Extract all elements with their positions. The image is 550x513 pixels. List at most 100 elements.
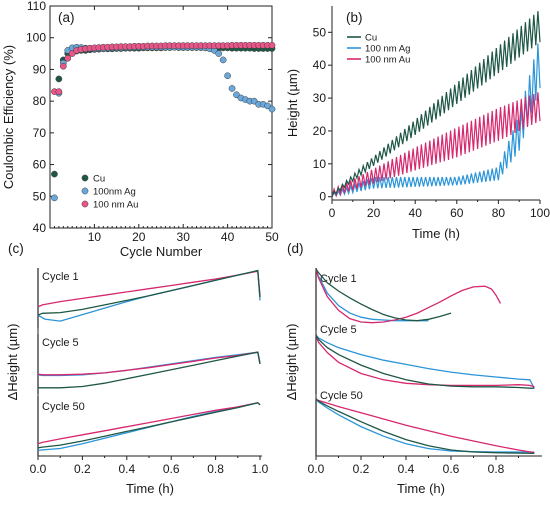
- legend-marker: [81, 174, 89, 182]
- legend-entry: 100 nm Au: [93, 200, 138, 211]
- y-tick-label: 90: [33, 62, 47, 76]
- x-tick-label: 60: [450, 206, 464, 220]
- panel-a-frame: [49, 5, 273, 229]
- x-tick-label: 10: [88, 230, 102, 244]
- panel-a: 40 50 60 70 80 90 100 110 10 20 30 40 50 Cycle Number…: [1, 0, 279, 259]
- y-tick-label: 40: [33, 221, 47, 235]
- y-tick-label: 10: [313, 157, 327, 171]
- series-line: [315, 398, 535, 455]
- x-tick-label: 1.0: [252, 462, 269, 476]
- data-point: [51, 194, 58, 202]
- series-line: [315, 268, 502, 324]
- y-tick-label: 60: [33, 158, 47, 172]
- legend-entry: Cu: [93, 174, 105, 185]
- legend-entry: 100nm Ag: [93, 187, 136, 198]
- series-line: [315, 268, 452, 322]
- y-tick-label: 70: [33, 126, 47, 140]
- subplot: Cycle 5: [315, 324, 535, 394]
- x-tick-label: 20: [367, 206, 381, 220]
- y-tick-label: 100: [26, 31, 46, 45]
- cycle-label: Cycle 5: [320, 324, 357, 336]
- panel-label: (c): [8, 241, 24, 256]
- cycle-label: Cycle 5: [42, 337, 79, 349]
- x-tick-label: 0: [329, 206, 336, 220]
- series-line: [37, 269, 261, 316]
- series-line: [331, 43, 541, 198]
- data-point: [268, 105, 276, 113]
- y-axis-title: ΔHeight (µm): [5, 324, 20, 401]
- x-tick-label: 0.0: [30, 462, 47, 476]
- data-point: [219, 56, 227, 64]
- subplot: Cycle 5: [37, 334, 261, 394]
- series-line: [315, 334, 535, 389]
- series-line: [315, 334, 535, 389]
- panel-label: (d): [287, 241, 304, 256]
- series-line: [38, 351, 261, 389]
- y-tick-label: 30: [313, 91, 327, 105]
- y-axis-title: Coulombic Efficiency (%): [1, 45, 16, 189]
- x-tick-label: 0.0: [308, 462, 325, 476]
- series-line: [37, 351, 261, 377]
- series-line: [331, 11, 541, 197]
- x-axis-title: Time (h): [412, 226, 460, 241]
- data-point: [224, 72, 231, 80]
- y-axis-title: ΔHeight (µm): [284, 324, 299, 401]
- x-axis-title: Cycle Number: [120, 244, 203, 259]
- series-line: [315, 334, 535, 388]
- data-point: [55, 75, 63, 83]
- x-tick-label: 0.6: [163, 462, 180, 476]
- data-point: [59, 62, 67, 70]
- y-tick-label: 80: [33, 94, 47, 108]
- x-tick-label: 50: [265, 230, 279, 244]
- cycle-label: Cycle 50: [42, 401, 85, 413]
- data-point: [51, 170, 58, 178]
- y-tick-label: 50: [313, 25, 327, 39]
- x-axis-title: Time (h): [397, 481, 445, 496]
- data-point: [268, 41, 276, 49]
- series-line: [315, 398, 535, 453]
- x-tick-label: 0.8: [488, 462, 505, 476]
- cycle-label: Cycle 1: [320, 273, 357, 285]
- legend-entry: Cu: [365, 33, 377, 44]
- x-tick-label: 30: [177, 230, 191, 244]
- panel-c: 0.0 0.2 0.4 0.6 0.8 1.0 Time (h) ΔHeight (µm) (c…: [5, 241, 269, 496]
- legend-entry: 100 nm Ag: [365, 44, 410, 55]
- series-line: [315, 398, 535, 454]
- x-tick-label: 100: [530, 206, 550, 220]
- panel-b: 0 10 20 30 40 50 0 20 40 60 80 100 Time (h) Height (µ…: [285, 6, 550, 241]
- x-tick-label: 0.2: [353, 462, 370, 476]
- series-line: [37, 402, 261, 445]
- x-tick-label: 40: [409, 206, 423, 220]
- panel-label: (a): [58, 10, 75, 25]
- x-tick-label: 20: [132, 230, 146, 244]
- panel-d: 0.0 0.2 0.4 0.6 0.8 Time (h) ΔHeight (µm) (d) Cy…: [284, 241, 542, 496]
- panel-label: (b): [346, 10, 363, 25]
- data-point: [64, 54, 72, 62]
- legend-marker: [81, 187, 89, 195]
- y-tick-label: 40: [313, 58, 327, 72]
- x-tick-label: 0.4: [118, 462, 135, 476]
- y-axis-title: Height (µm): [285, 69, 300, 137]
- legend-entry: 100 nm Au: [365, 55, 410, 66]
- x-tick-label: 80: [492, 206, 506, 220]
- data-point: [215, 50, 223, 57]
- x-tick-label: 0.6: [443, 462, 460, 476]
- scatter-series-group: [51, 41, 276, 202]
- x-tick-label: 0.8: [207, 462, 224, 476]
- x-tick-label: 40: [221, 230, 235, 244]
- x-axis-title: Time (h): [126, 481, 174, 496]
- x-tick-label: 0.4: [398, 462, 415, 476]
- y-tick-label: 0: [319, 190, 326, 204]
- cycle-label: Cycle 1: [42, 271, 79, 283]
- subplot: Cycle 50: [315, 390, 535, 456]
- y-tick-label: 20: [313, 124, 327, 138]
- cycle-label: Cycle 50: [320, 390, 363, 402]
- subplot: Cycle 1: [315, 268, 502, 330]
- subplot: Cycle 1: [37, 268, 261, 328]
- data-point: [228, 85, 236, 92]
- x-tick-label: 0.2: [74, 462, 91, 476]
- y-tick-label: 50: [33, 189, 47, 203]
- y-tick-label: 110: [27, 0, 46, 13]
- series-line: [37, 402, 261, 449]
